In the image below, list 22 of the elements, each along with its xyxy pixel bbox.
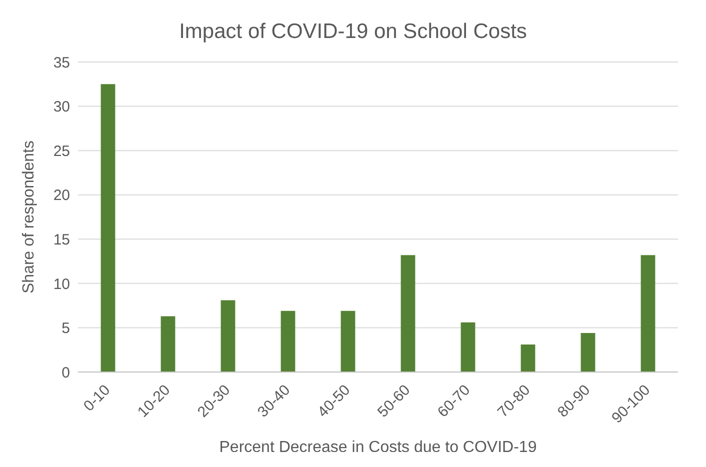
y-tick-label: 5 xyxy=(62,320,70,338)
y-tick-label: 20 xyxy=(53,187,70,204)
bar xyxy=(220,300,236,372)
bar xyxy=(460,322,476,372)
y-tick-label: 0 xyxy=(62,364,70,382)
x-axis-title: Percent Decrease in Costs due to COVID-19 xyxy=(219,439,537,456)
bar xyxy=(280,310,296,372)
bar xyxy=(580,333,596,372)
bar xyxy=(160,316,176,372)
y-tick-label: 10 xyxy=(53,276,70,293)
bar xyxy=(400,255,416,372)
bar xyxy=(100,84,116,372)
y-tick-label: 25 xyxy=(53,142,70,160)
bar xyxy=(640,255,656,372)
y-tick-label: 30 xyxy=(53,98,70,116)
y-tick-label: 15 xyxy=(53,231,70,248)
bar xyxy=(520,344,536,372)
chart-title: Impact of COVID-19 on School Costs xyxy=(178,19,528,45)
x-tick-label: 0-10 xyxy=(80,382,114,415)
y-tick-label: 35 xyxy=(53,54,70,72)
bar xyxy=(340,310,356,372)
y-axis-title: Share of respondents xyxy=(20,140,38,294)
